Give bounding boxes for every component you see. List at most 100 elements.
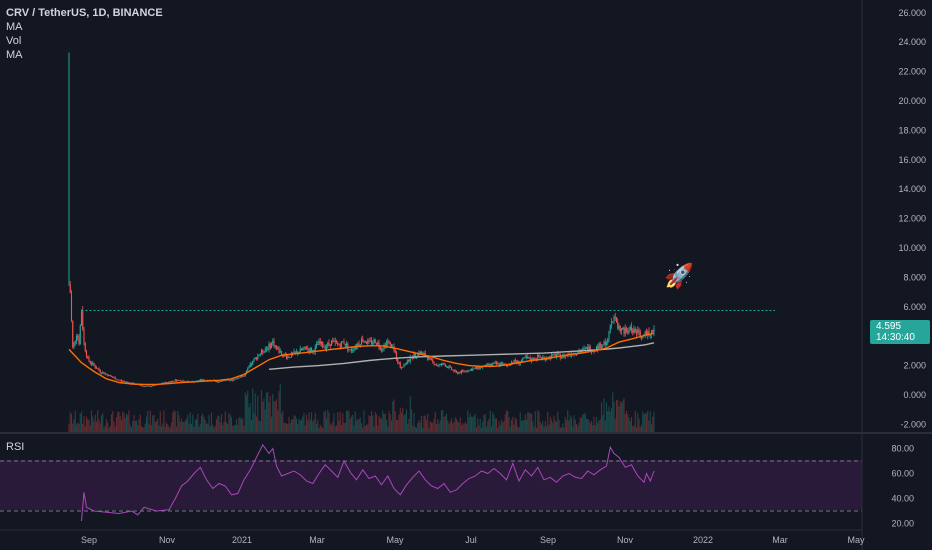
volume-bar <box>575 424 578 432</box>
candle-body <box>229 380 231 381</box>
volume-bar <box>567 410 569 432</box>
candle-body <box>414 353 416 357</box>
volume-bar <box>293 415 295 432</box>
volume-bar <box>175 426 178 432</box>
candle-body <box>605 342 608 345</box>
volume-bar <box>198 426 200 432</box>
volume-bar <box>570 417 573 432</box>
candle-body <box>277 347 279 349</box>
volume-bar <box>628 417 630 432</box>
volume-bar <box>350 416 353 432</box>
volume-bar <box>177 410 179 432</box>
volume-bar <box>294 415 296 432</box>
volume-bar <box>233 425 235 432</box>
volume-bar <box>219 422 221 432</box>
candle-body <box>363 341 365 342</box>
volume-bar <box>178 415 180 432</box>
volume-bar <box>137 425 139 432</box>
volume-bar <box>594 425 596 432</box>
candle-body <box>387 341 389 343</box>
candle-body <box>353 349 355 351</box>
volume-bar <box>632 426 634 432</box>
volume-bar <box>395 419 398 432</box>
symbol-title[interactable]: CRV / TetherUS, 1D, BINANCE <box>6 7 163 19</box>
candle-body <box>615 317 618 323</box>
volume-bar <box>362 427 364 432</box>
volume-bar <box>248 407 250 432</box>
candle-body <box>340 341 343 347</box>
candle-body <box>424 353 426 356</box>
volume-bar <box>492 412 494 432</box>
candle-body <box>359 344 361 346</box>
volume-bar <box>208 414 210 432</box>
candle-body <box>637 329 639 333</box>
rsi-line[interactable] <box>81 443 655 522</box>
candle-body <box>407 359 409 364</box>
candle-body <box>435 364 438 366</box>
candle-body <box>140 385 143 387</box>
volume-bar <box>453 422 455 432</box>
rocket-icon[interactable]: 🚀 <box>664 263 694 290</box>
candle-body <box>233 379 235 381</box>
volume-bar <box>645 413 648 432</box>
candle-body <box>202 379 204 381</box>
volume-bar <box>254 393 256 432</box>
candle-body <box>450 367 453 370</box>
candle-body <box>383 344 385 350</box>
candle-body <box>625 328 628 331</box>
volume-bar <box>463 424 465 432</box>
candle-body <box>595 346 598 352</box>
volume-bar <box>415 427 418 432</box>
candle-body <box>603 341 605 345</box>
candle-body <box>282 355 284 357</box>
volume-bar <box>195 419 198 432</box>
volume-bar <box>143 427 145 432</box>
volume-bar <box>68 423 70 432</box>
candle-body <box>162 382 164 384</box>
volume-bar <box>138 418 140 432</box>
volume-bar <box>450 418 453 432</box>
time-axis-label: Nov <box>159 535 176 545</box>
volume-bar <box>165 422 168 432</box>
candle-body <box>652 330 654 333</box>
volume-bar <box>477 418 479 432</box>
volume-bar <box>427 413 429 432</box>
volume-bar <box>487 421 489 432</box>
legend-ma-2[interactable]: MA <box>6 49 23 61</box>
legend-vol[interactable]: Vol <box>6 35 22 47</box>
price-axis-label: 26.000 <box>898 8 926 18</box>
candle-body <box>177 380 179 382</box>
volume-bar <box>320 426 323 432</box>
candle-body <box>368 340 370 342</box>
candle-body <box>627 330 629 333</box>
ma-fast-line[interactable] <box>68 332 655 386</box>
candle-body <box>262 349 264 353</box>
volume-bar <box>640 424 643 432</box>
volume-bar <box>475 427 478 432</box>
volume-bar <box>623 398 625 432</box>
candle-body <box>614 316 616 318</box>
candle-body <box>93 362 95 366</box>
volume-bar <box>392 401 394 432</box>
volume-bar <box>402 407 404 432</box>
volume-bar <box>269 396 271 432</box>
rsi-label[interactable]: RSI <box>6 441 25 453</box>
volume-bar <box>639 427 641 432</box>
volume-bar <box>247 390 249 432</box>
candle-body <box>634 328 636 333</box>
candle-body <box>120 380 123 382</box>
legend-ma-1[interactable]: MA <box>6 21 23 33</box>
candle-body <box>453 370 455 372</box>
candle-body <box>337 342 339 345</box>
candle-body <box>642 336 644 339</box>
volume-bar <box>209 426 211 432</box>
candle-body <box>239 377 241 378</box>
candle-body <box>94 365 96 368</box>
volume-bar <box>284 422 286 432</box>
candle-body <box>635 332 638 334</box>
volume-bar <box>129 424 131 432</box>
volume-bar <box>328 412 330 432</box>
volume-bar <box>252 388 254 432</box>
volume-bar <box>265 392 268 432</box>
